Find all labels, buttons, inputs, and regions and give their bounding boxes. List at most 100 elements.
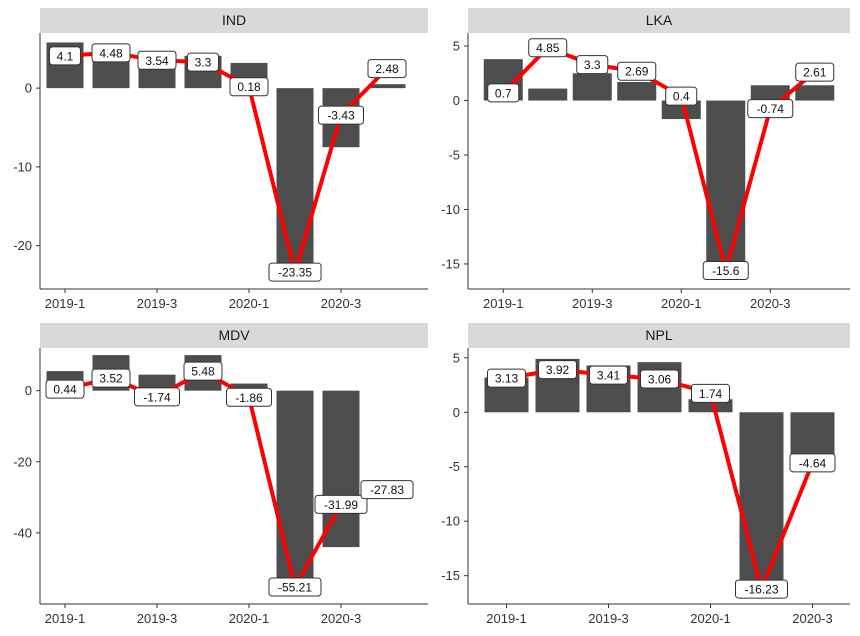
- data-label: -23.35: [278, 266, 312, 280]
- x-tick-label: 2019-3: [572, 296, 612, 311]
- strip-header: [468, 8, 850, 33]
- bar: [617, 82, 657, 101]
- data-label-box: [747, 99, 794, 119]
- x-tick-label: 2019-3: [137, 296, 177, 311]
- data-label-box: [91, 43, 131, 63]
- panel-npl: NPL 5 0 -5 -10 -15 2019-1 2019-3 2020-1 2020-3 3.1…: [441, 323, 850, 626]
- x-tick-label: 2019-1: [45, 296, 85, 311]
- bar: [368, 84, 406, 89]
- x-tick-label: 2020-1: [690, 611, 730, 626]
- data-label-box: [367, 59, 407, 79]
- data-label: -16.23: [744, 583, 778, 597]
- data-label: 1.74: [699, 387, 723, 401]
- x-tick-label: 2020-1: [229, 296, 269, 311]
- data-label: 4.85: [536, 41, 560, 55]
- data-label-box: [538, 360, 577, 380]
- data-label-box: [137, 50, 177, 70]
- data-label-box: [665, 86, 698, 106]
- data-label-box: [45, 379, 85, 399]
- data-label: -3.43: [327, 109, 355, 123]
- x-tick-label: 2019-3: [137, 611, 177, 626]
- data-label-box: [640, 369, 679, 389]
- data-label-box: [795, 62, 835, 82]
- data-label: 3.52: [99, 372, 123, 386]
- bar: [138, 374, 176, 391]
- data-label: -15.6: [712, 264, 740, 278]
- data-label-box: [691, 383, 730, 403]
- data-label: 2.61: [803, 66, 827, 80]
- y-tick-label: -5: [448, 459, 460, 474]
- bar: [276, 88, 314, 266]
- x-tick-label: 2019-1: [486, 611, 526, 626]
- bar: [322, 390, 360, 548]
- data-label-box: [576, 55, 609, 75]
- data-label: -55.21: [278, 580, 312, 594]
- data-label-box: [91, 368, 131, 388]
- data-label-box: [528, 38, 568, 58]
- series-line: [501, 45, 817, 273]
- data-label: -1.74: [143, 390, 171, 404]
- data-label-box: [268, 262, 322, 282]
- y-tick-label: -15: [441, 568, 460, 583]
- data-label-box: [187, 52, 219, 72]
- data-label: 2.48: [375, 62, 399, 76]
- data-label-box: [702, 260, 749, 280]
- data-label: 4.48: [99, 46, 123, 60]
- data-label-box: [318, 105, 364, 125]
- data-label: 3.92: [546, 363, 570, 377]
- data-label: 3.3: [195, 56, 212, 70]
- data-label: -27.83: [370, 483, 404, 497]
- bar: [528, 88, 568, 101]
- x-tick-label: 2020-3: [792, 611, 832, 626]
- data-label-box: [229, 77, 269, 97]
- data-label: 0.18: [237, 80, 261, 94]
- y-tick-label: 5: [453, 350, 460, 365]
- data-label-box: [487, 368, 526, 388]
- y-tick-label: 0: [25, 81, 32, 96]
- y-tick-label: 5: [453, 39, 460, 54]
- y-tick-label: -10: [13, 159, 32, 174]
- data-label: 3.3: [584, 58, 601, 72]
- y-tick-label: -20: [13, 454, 32, 469]
- data-label: -4.64: [799, 456, 827, 470]
- y-tick-label: 0: [453, 93, 460, 108]
- data-label-box: [314, 494, 368, 514]
- data-label: 3.06: [648, 372, 672, 386]
- y-tick-label: -15: [441, 256, 460, 271]
- x-tick-label: 2019-1: [45, 611, 85, 626]
- data-label-box: [183, 361, 223, 381]
- data-label-box: [49, 46, 81, 66]
- strip-title: MDV: [218, 327, 250, 343]
- bar: [706, 100, 746, 264]
- strip-header: [40, 323, 428, 348]
- data-label: 2.69: [625, 65, 649, 79]
- data-label: -1.86: [235, 391, 263, 405]
- data-label-box: [360, 480, 414, 500]
- bar: [739, 412, 784, 598]
- x-tick-label: 2020-1: [661, 296, 701, 311]
- data-label-box: [735, 579, 788, 599]
- data-label: 0.4: [673, 90, 690, 104]
- x-tick-label: 2020-3: [321, 296, 361, 311]
- data-label: -0.74: [757, 102, 785, 116]
- data-label-box: [589, 365, 628, 385]
- data-label-box: [487, 83, 520, 103]
- panel-lka: LKA 5 0 -5 -10 -15 2019-1 2019-3 2020-1 2020-3 0.7…: [441, 8, 850, 311]
- strip-header: [40, 8, 428, 33]
- y-tick-label: 0: [25, 383, 32, 398]
- strip-title: IND: [222, 12, 246, 28]
- y-tick-label: -40: [13, 525, 32, 540]
- data-label: 0.7: [495, 86, 512, 100]
- strip-title: LKA: [646, 12, 673, 28]
- data-label: 3.41: [597, 369, 621, 383]
- panel-ind: IND 0 -10 -20 2019-1 2019-3 2020-1 2020-3 4.1 4.4…: [13, 8, 428, 311]
- y-tick-label: -10: [441, 202, 460, 217]
- panel-mdv: MDV 0 -20 -40 2019-1 2019-3 2020-1 2020-3 0.44 3.…: [13, 323, 428, 626]
- y-tick-label: 0: [453, 405, 460, 420]
- bar: [230, 383, 268, 391]
- strip-header: [468, 323, 850, 348]
- data-label: 0.44: [53, 383, 77, 397]
- bar: [790, 412, 835, 456]
- y-tick-label: -20: [13, 238, 32, 253]
- data-label: 4.1: [57, 49, 74, 63]
